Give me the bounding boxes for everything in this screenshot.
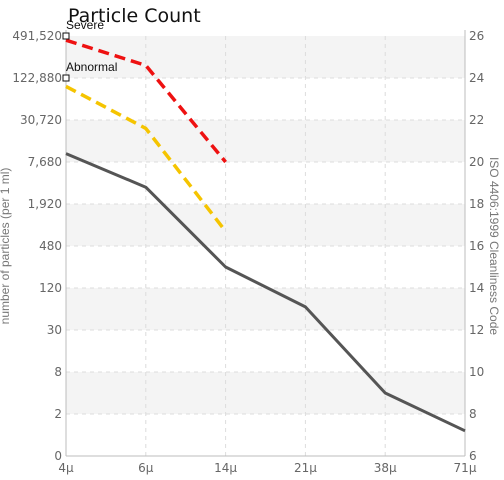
annotation-label: Abnormal (66, 60, 117, 74)
x-tick-label: 21μ (294, 461, 317, 475)
series-lines (65, 38, 466, 433)
x-tick-label: 71μ (454, 461, 477, 475)
y-tick-label-left: 2 (54, 407, 62, 421)
annotation-marker (62, 74, 70, 82)
y-tick-label-right: 24 (469, 71, 484, 85)
background-band (66, 288, 465, 330)
background-band (66, 36, 465, 78)
y-tick-label-right: 22 (469, 113, 484, 127)
y-tick-label-right: 26 (469, 29, 484, 43)
series-line (65, 152, 466, 433)
x-tick-label: 38μ (374, 461, 397, 475)
y-tick-label-left: 491,520 (12, 29, 62, 43)
x-tick-label: 14μ (214, 461, 237, 475)
annotation-label: Severe (66, 18, 104, 32)
y-tick-label-right: 8 (469, 407, 477, 421)
y-tick-label-right: 6 (469, 449, 477, 463)
y-tick-label-left: 0 (54, 449, 62, 463)
y-tick-label-left: 30 (47, 323, 62, 337)
axes (65, 30, 466, 457)
y-tick-label-right: 12 (469, 323, 484, 337)
y-tick-label-left: 480 (39, 239, 62, 253)
y-tick-label-left: 1,920 (28, 197, 62, 211)
background-bands (66, 36, 465, 414)
x-tick-label: 4μ (58, 461, 74, 475)
x-tick-label: 6μ (138, 461, 154, 475)
y-tick-label-left: 120 (39, 281, 62, 295)
y-tick-label-right: 14 (469, 281, 484, 295)
y-tick-label-right: 18 (469, 197, 484, 211)
background-band (66, 120, 465, 162)
y-tick-label-right: 10 (469, 365, 484, 379)
y-axis-title-left: number of particles (per 1 ml) (0, 168, 12, 325)
y-tick-label-left: 8 (54, 365, 62, 379)
y-tick-label-left: 7,680 (28, 155, 62, 169)
y-tick-label-right: 20 (469, 155, 484, 169)
background-band (66, 204, 465, 246)
tick-labels: 0 2 8 30 120 480 1,920 7,680 30,720 122,880 491,52… (12, 29, 484, 475)
annotation-marker (62, 32, 70, 40)
chart-title: Particle Count (68, 5, 201, 27)
y-axis-title-right: ISO 4406:1999 Cleanliness Code (487, 157, 501, 335)
threshold-annotations: Severe Abnormal (62, 18, 117, 82)
series-line (65, 84, 227, 233)
y-tick-label-left: 30,720 (20, 113, 62, 127)
series-line (65, 38, 227, 164)
y-tick-label-left: 122,880 (12, 71, 62, 85)
background-band (66, 372, 465, 414)
y-tick-label-right: 16 (469, 239, 484, 253)
